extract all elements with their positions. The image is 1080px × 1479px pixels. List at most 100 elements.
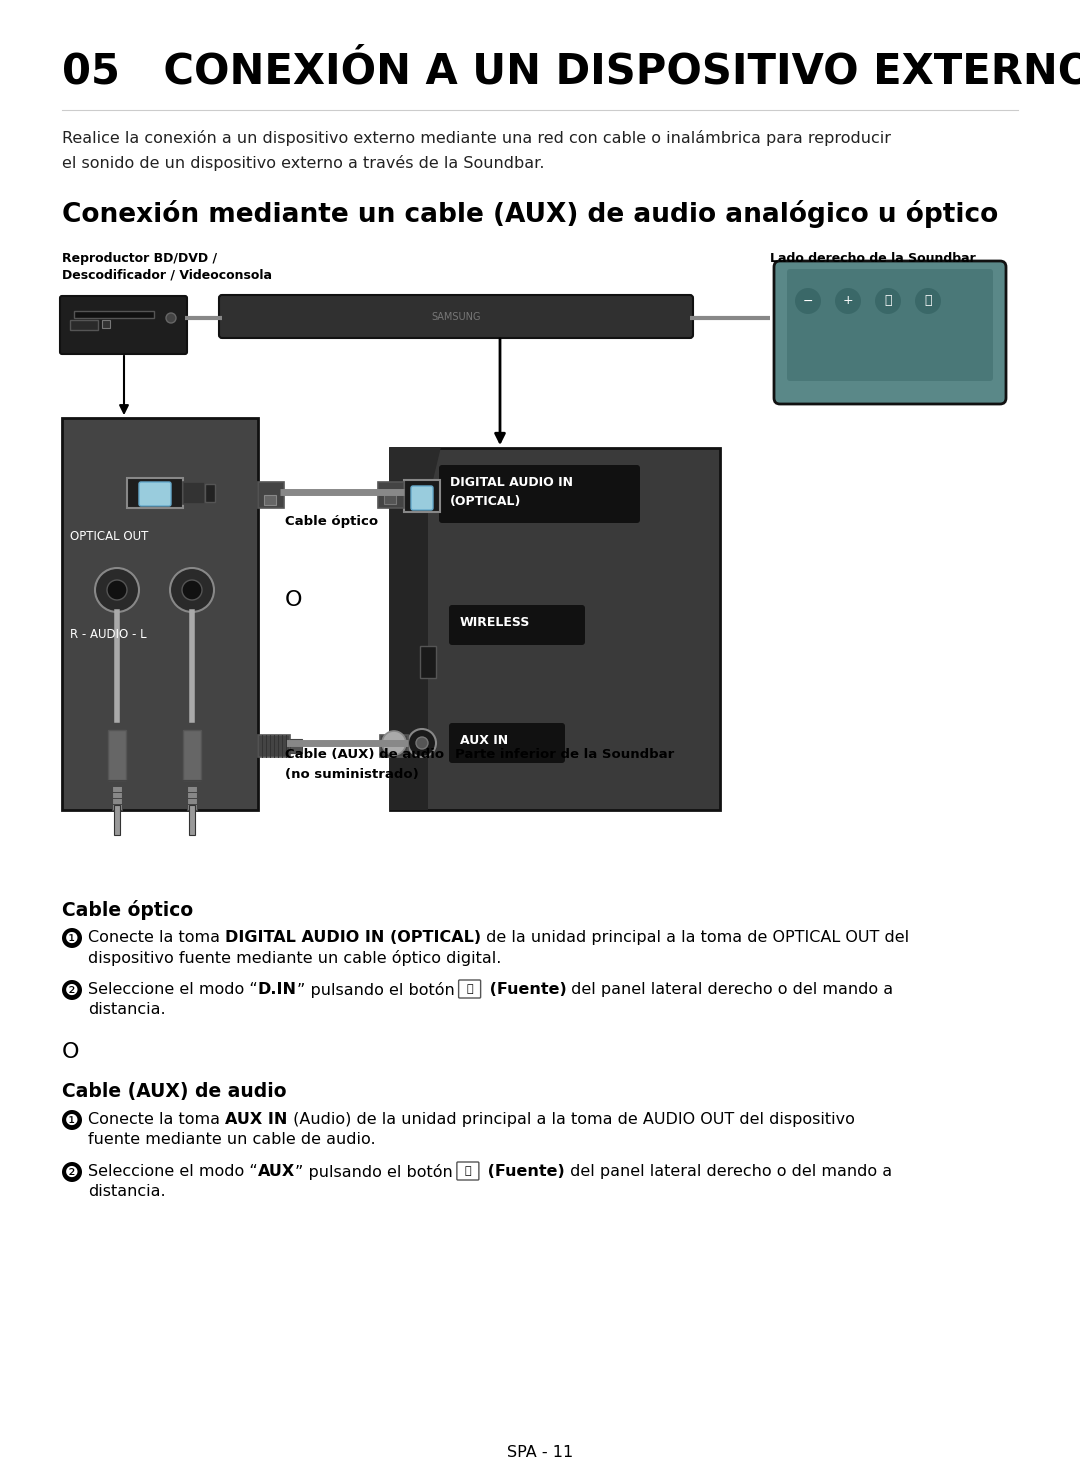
Text: AUX IN: AUX IN	[460, 734, 508, 747]
Text: (Fuente): (Fuente)	[482, 1164, 565, 1179]
Text: (Audio) de la unidad principal a la toma de AUDIO OUT del dispositivo: (Audio) de la unidad principal a la toma…	[287, 1112, 854, 1127]
Text: DIGITAL AUDIO IN (OPTICAL): DIGITAL AUDIO IN (OPTICAL)	[225, 930, 482, 945]
Circle shape	[107, 580, 127, 600]
Circle shape	[62, 1162, 82, 1182]
Text: Seleccione el modo “: Seleccione el modo “	[87, 982, 258, 997]
Text: (OPTICAL): (OPTICAL)	[450, 495, 522, 507]
Circle shape	[183, 580, 202, 600]
Text: Seleccione el modo “: Seleccione el modo “	[87, 1164, 258, 1179]
Text: Conecte la toma: Conecte la toma	[87, 1112, 225, 1127]
Text: DIGITAL AUDIO IN: DIGITAL AUDIO IN	[450, 476, 573, 490]
Bar	[258, 735, 291, 757]
Circle shape	[62, 981, 82, 1000]
FancyBboxPatch shape	[457, 1162, 478, 1180]
Bar	[390, 448, 428, 810]
Text: 05   CONEXIÓN A UN DISPOSITIVO EXTERNO: 05 CONEXIÓN A UN DISPOSITIVO EXTERNO	[62, 50, 1080, 92]
Bar	[114, 805, 120, 836]
Text: Cable (AUX) de audio: Cable (AUX) de audio	[62, 1083, 286, 1100]
Bar	[112, 785, 122, 810]
Text: −: −	[802, 294, 813, 308]
Text: Cable óptico: Cable óptico	[285, 515, 378, 528]
Text: ⏵: ⏵	[464, 1165, 471, 1176]
Text: Cable óptico: Cable óptico	[62, 901, 193, 920]
Circle shape	[382, 731, 406, 754]
FancyBboxPatch shape	[60, 296, 187, 353]
Text: ❷: ❷	[65, 982, 79, 997]
Bar	[75, 311, 154, 318]
Text: de la unidad principal a la toma de OPTICAL OUT del: de la unidad principal a la toma de OPTI…	[482, 930, 909, 945]
Circle shape	[170, 568, 214, 612]
Bar	[380, 735, 408, 757]
Circle shape	[835, 288, 861, 314]
Circle shape	[875, 288, 901, 314]
Text: dispositivo fuente mediante un cable óptico digital.: dispositivo fuente mediante un cable ópt…	[87, 950, 501, 966]
FancyBboxPatch shape	[219, 294, 693, 339]
Text: Conecte la toma: Conecte la toma	[87, 930, 225, 945]
Text: O: O	[62, 1043, 80, 1062]
Text: (Fuente): (Fuente)	[484, 982, 566, 997]
FancyBboxPatch shape	[459, 981, 481, 998]
Bar	[258, 482, 284, 507]
Text: ⏵: ⏵	[467, 984, 473, 994]
Text: fuente mediante un cable de audio.: fuente mediante un cable de audio.	[87, 1131, 376, 1148]
Text: SAMSUNG: SAMSUNG	[431, 312, 481, 321]
Bar	[420, 646, 436, 677]
Text: ❶: ❶	[65, 930, 79, 945]
Circle shape	[915, 288, 941, 314]
Text: ❷: ❷	[65, 1164, 79, 1179]
Bar	[390, 448, 720, 810]
Text: ⏻: ⏻	[924, 294, 932, 308]
FancyBboxPatch shape	[449, 723, 565, 763]
Text: ❶: ❶	[65, 1112, 79, 1127]
Text: ” pulsando el botón: ” pulsando el botón	[297, 982, 460, 998]
Circle shape	[95, 568, 139, 612]
Bar	[205, 484, 215, 501]
Text: el sonido de un dispositivo externo a través de la Soundbar.: el sonido de un dispositivo externo a tr…	[62, 155, 544, 172]
Bar	[127, 478, 183, 507]
Circle shape	[795, 288, 821, 314]
Text: R - AUDIO - L: R - AUDIO - L	[70, 629, 147, 640]
Bar	[404, 481, 440, 512]
Text: Lado derecho de la Soundbar: Lado derecho de la Soundbar	[770, 251, 975, 265]
Text: del panel lateral derecho o del mando a: del panel lateral derecho o del mando a	[565, 1164, 892, 1179]
Text: O: O	[285, 590, 302, 609]
Text: +: +	[842, 294, 853, 308]
FancyBboxPatch shape	[774, 260, 1005, 404]
Circle shape	[62, 927, 82, 948]
Bar	[70, 319, 98, 330]
FancyBboxPatch shape	[449, 605, 585, 645]
Text: Cable (AUX) de audio: Cable (AUX) de audio	[285, 748, 444, 762]
Text: Parte inferior de la Soundbar: Parte inferior de la Soundbar	[455, 748, 674, 762]
Circle shape	[62, 1111, 82, 1130]
Polygon shape	[390, 448, 440, 498]
Bar	[378, 482, 404, 507]
FancyBboxPatch shape	[438, 464, 640, 524]
Text: WIRELESS: WIRELESS	[460, 615, 530, 629]
Text: AUX IN: AUX IN	[225, 1112, 287, 1127]
Text: (no suministrado): (no suministrado)	[285, 768, 419, 781]
Text: Descodificador / Videoconsola: Descodificador / Videoconsola	[62, 268, 272, 281]
Text: D.IN: D.IN	[258, 982, 297, 997]
Bar	[102, 319, 110, 328]
Bar	[183, 482, 205, 504]
FancyBboxPatch shape	[139, 482, 171, 506]
FancyBboxPatch shape	[411, 487, 433, 510]
Bar	[189, 805, 195, 836]
Circle shape	[416, 737, 428, 748]
Text: distancia.: distancia.	[87, 1185, 165, 1199]
Text: ⏵: ⏵	[885, 294, 892, 308]
Bar	[187, 785, 197, 810]
Text: Conexión mediante un cable (AUX) de audio analógico u óptico: Conexión mediante un cable (AUX) de audi…	[62, 200, 998, 228]
Bar	[384, 494, 396, 504]
Circle shape	[166, 314, 176, 322]
Text: del panel lateral derecho o del mando a: del panel lateral derecho o del mando a	[566, 982, 893, 997]
Bar	[291, 740, 302, 753]
Text: Realice la conexión a un dispositivo externo mediante una red con cable o inalám: Realice la conexión a un dispositivo ext…	[62, 130, 891, 146]
FancyBboxPatch shape	[787, 269, 993, 382]
Text: ” pulsando el botón: ” pulsando el botón	[295, 1164, 458, 1180]
Text: OPTICAL OUT: OPTICAL OUT	[70, 529, 148, 543]
Bar	[183, 731, 201, 779]
Text: SPA - 11: SPA - 11	[507, 1445, 573, 1460]
Bar	[62, 419, 258, 810]
Circle shape	[408, 729, 436, 757]
